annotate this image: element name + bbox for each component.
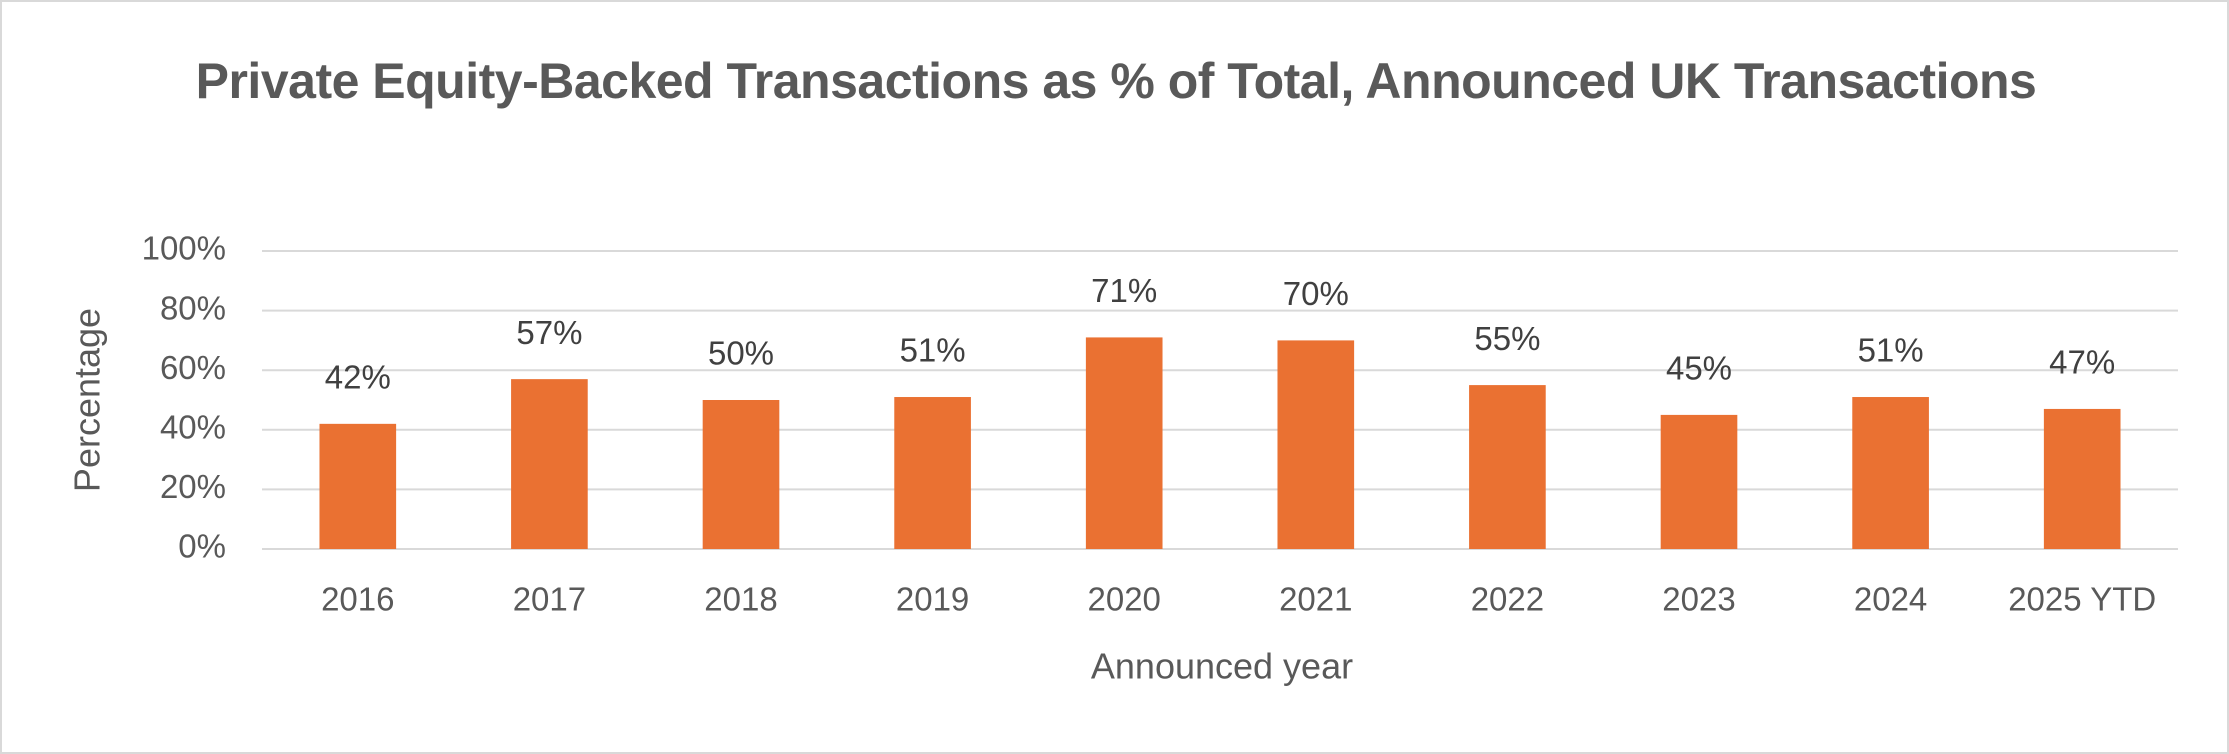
- x-tick-label: 2017: [513, 581, 586, 618]
- bar: [1660, 414, 1738, 549]
- bar: [1277, 340, 1355, 549]
- y-tick-label: 80%: [160, 289, 226, 326]
- bar: [894, 397, 971, 549]
- x-tick-label: 2024: [1854, 581, 1927, 618]
- x-tick-label: 2016: [321, 581, 394, 618]
- data-label: 70%: [1283, 275, 1349, 312]
- data-label: 57%: [516, 314, 582, 351]
- bar: [1852, 397, 1929, 549]
- data-label: 50%: [708, 335, 774, 372]
- x-tick-label: 2023: [1662, 581, 1735, 618]
- x-axis-title: Announced year: [1091, 646, 1353, 687]
- x-tick-label: 2025 YTD: [2008, 581, 2156, 618]
- x-tick-label: 2018: [704, 581, 777, 618]
- y-tick-label: 40%: [160, 409, 226, 446]
- y-tick-label: 20%: [160, 468, 226, 505]
- bar: [1085, 337, 1163, 549]
- data-label: 45%: [1666, 350, 1732, 387]
- x-tick-label: 2020: [1087, 581, 1160, 618]
- y-axis-title: Percentage: [67, 308, 108, 492]
- data-label: 55%: [1474, 320, 1540, 357]
- bar: [319, 423, 397, 549]
- data-label: 51%: [900, 332, 966, 369]
- data-label: 71%: [1091, 272, 1157, 309]
- bar: [702, 400, 780, 549]
- bar: [511, 379, 588, 549]
- data-label: 51%: [1858, 332, 1924, 369]
- data-label: 42%: [325, 359, 391, 396]
- x-tick-label: 2022: [1471, 581, 1544, 618]
- data-label: 47%: [2049, 344, 2115, 381]
- chart-title: Private Equity-Backed Transactions as % …: [195, 53, 2037, 109]
- y-tick-label: 100%: [142, 230, 226, 267]
- x-tick-label: 2019: [896, 581, 969, 618]
- x-tick-label: 2021: [1279, 581, 1352, 618]
- y-tick-label: 0%: [178, 528, 226, 565]
- bar: [1469, 385, 1546, 549]
- y-tick-label: 60%: [160, 349, 226, 386]
- bar: [2043, 408, 2121, 549]
